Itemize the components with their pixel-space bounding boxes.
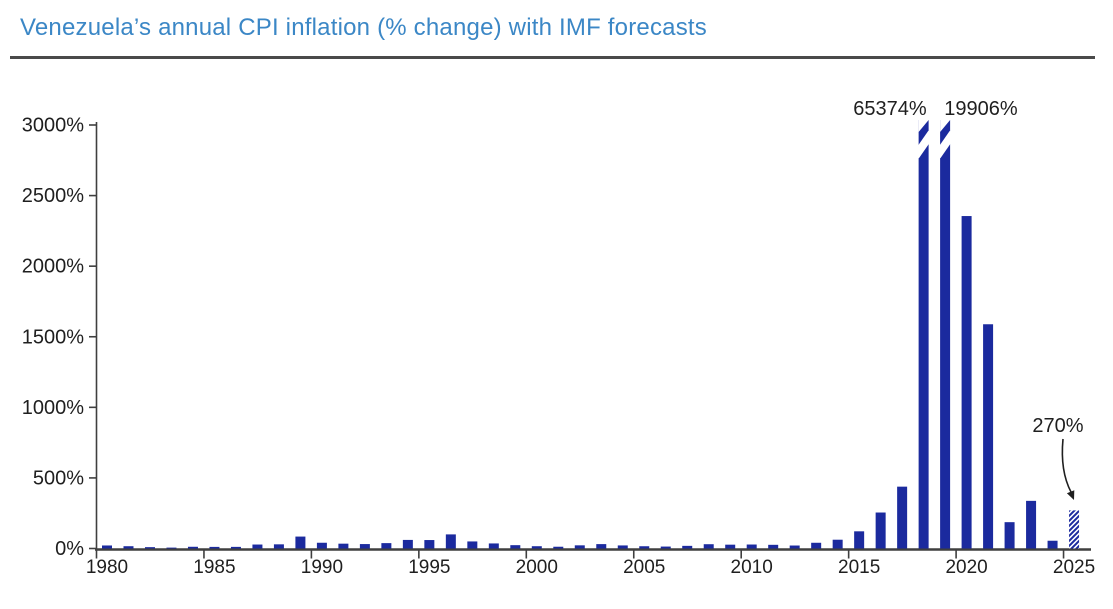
bar-2013 xyxy=(811,542,822,549)
bar-2003 xyxy=(596,544,607,549)
bar-2015 xyxy=(854,531,865,549)
bar-2006 xyxy=(660,546,671,549)
y-tick-label-1500: 1500% xyxy=(22,326,84,348)
x-tick-label-2015: 2015 xyxy=(838,557,880,578)
bar-1998 xyxy=(488,543,499,549)
inflation-bar-chart: 0% 500% 1000% 1500% 2000% 2500% 3000% 1980 1985 1… xyxy=(22,98,1095,578)
y-tick-label-1000: 1000% xyxy=(22,397,84,419)
bar-2005 xyxy=(639,546,650,549)
x-tick-label-2020: 2020 xyxy=(945,557,987,578)
bar-1980 xyxy=(102,545,112,549)
bar-2025-forecast xyxy=(1069,510,1080,549)
bar-2017 xyxy=(897,486,908,549)
bar-top-slant-2018 xyxy=(918,120,929,132)
bar-2022 xyxy=(1004,522,1015,549)
axis-break-mark-2018 xyxy=(912,130,935,159)
bar-2019 xyxy=(940,120,951,549)
bar-1981 xyxy=(123,546,134,549)
x-tick-label-2025: 2025 xyxy=(1053,557,1095,578)
bar-1983 xyxy=(166,547,177,549)
bar-2016 xyxy=(875,512,886,549)
bar-2001 xyxy=(553,546,564,549)
bar-1987 xyxy=(252,544,263,549)
bar-1985 xyxy=(209,546,220,549)
bar-1999 xyxy=(510,545,521,549)
bar-2010 xyxy=(746,544,757,549)
x-tick-label-2010: 2010 xyxy=(731,557,773,578)
annotation-arrow-2025 xyxy=(1061,438,1072,493)
annotation-arrowhead-2025 xyxy=(1066,490,1075,500)
bar-2012 xyxy=(789,545,800,549)
title-underline xyxy=(10,56,1095,59)
bar-1997 xyxy=(467,541,478,549)
bar-1991 xyxy=(338,543,349,549)
annotation-2025: 270% xyxy=(1032,415,1083,437)
bar-2008 xyxy=(703,544,714,549)
bar-2011 xyxy=(768,544,779,549)
bar-1988 xyxy=(273,544,284,549)
y-tick-label-3000: 3000% xyxy=(22,115,84,137)
bar-2004 xyxy=(617,545,628,549)
bar-1992 xyxy=(359,544,370,549)
bar-2007 xyxy=(682,545,693,549)
axis-break-mark-2019 xyxy=(933,130,957,159)
bar-1982 xyxy=(144,547,155,549)
annotation-2018: 65374% xyxy=(853,98,927,120)
bar-1989 xyxy=(295,536,306,549)
y-tick-label-500: 500% xyxy=(33,467,84,489)
x-tick-label-2005: 2005 xyxy=(623,557,665,578)
bar-1990 xyxy=(316,542,327,549)
y-tick-label-0: 0% xyxy=(55,538,84,560)
bar-2009 xyxy=(725,544,736,549)
bar-1984 xyxy=(187,546,198,549)
bar-2020 xyxy=(961,216,972,549)
bar-2024 xyxy=(1047,540,1058,549)
x-tick-label-2000: 2000 xyxy=(516,557,558,578)
bar-2018 xyxy=(918,120,929,549)
x-tick-label-1980: 1980 xyxy=(86,557,128,578)
bar-1986 xyxy=(230,546,241,549)
bar-2000 xyxy=(531,546,542,549)
y-tick-label-2000: 2000% xyxy=(22,256,84,278)
bar-2021 xyxy=(983,324,994,549)
chart-title: Venezuela’s annual CPI inflation (% chan… xyxy=(20,14,707,41)
x-tick-label-1990: 1990 xyxy=(301,557,343,578)
bar-top-slant-2019 xyxy=(940,120,951,132)
annotation-2019: 19906% xyxy=(944,98,1018,120)
bar-1995 xyxy=(424,540,435,549)
x-tick-label-1985: 1985 xyxy=(193,557,235,578)
y-tick-label-2500: 2500% xyxy=(22,185,84,207)
bar-2023 xyxy=(1026,500,1037,549)
bar-2014 xyxy=(832,539,843,549)
bar-2002 xyxy=(574,545,585,549)
x-tick-label-1995: 1995 xyxy=(408,557,450,578)
bar-1993 xyxy=(381,543,392,549)
bar-1994 xyxy=(402,539,413,549)
bar-1996 xyxy=(445,534,456,549)
